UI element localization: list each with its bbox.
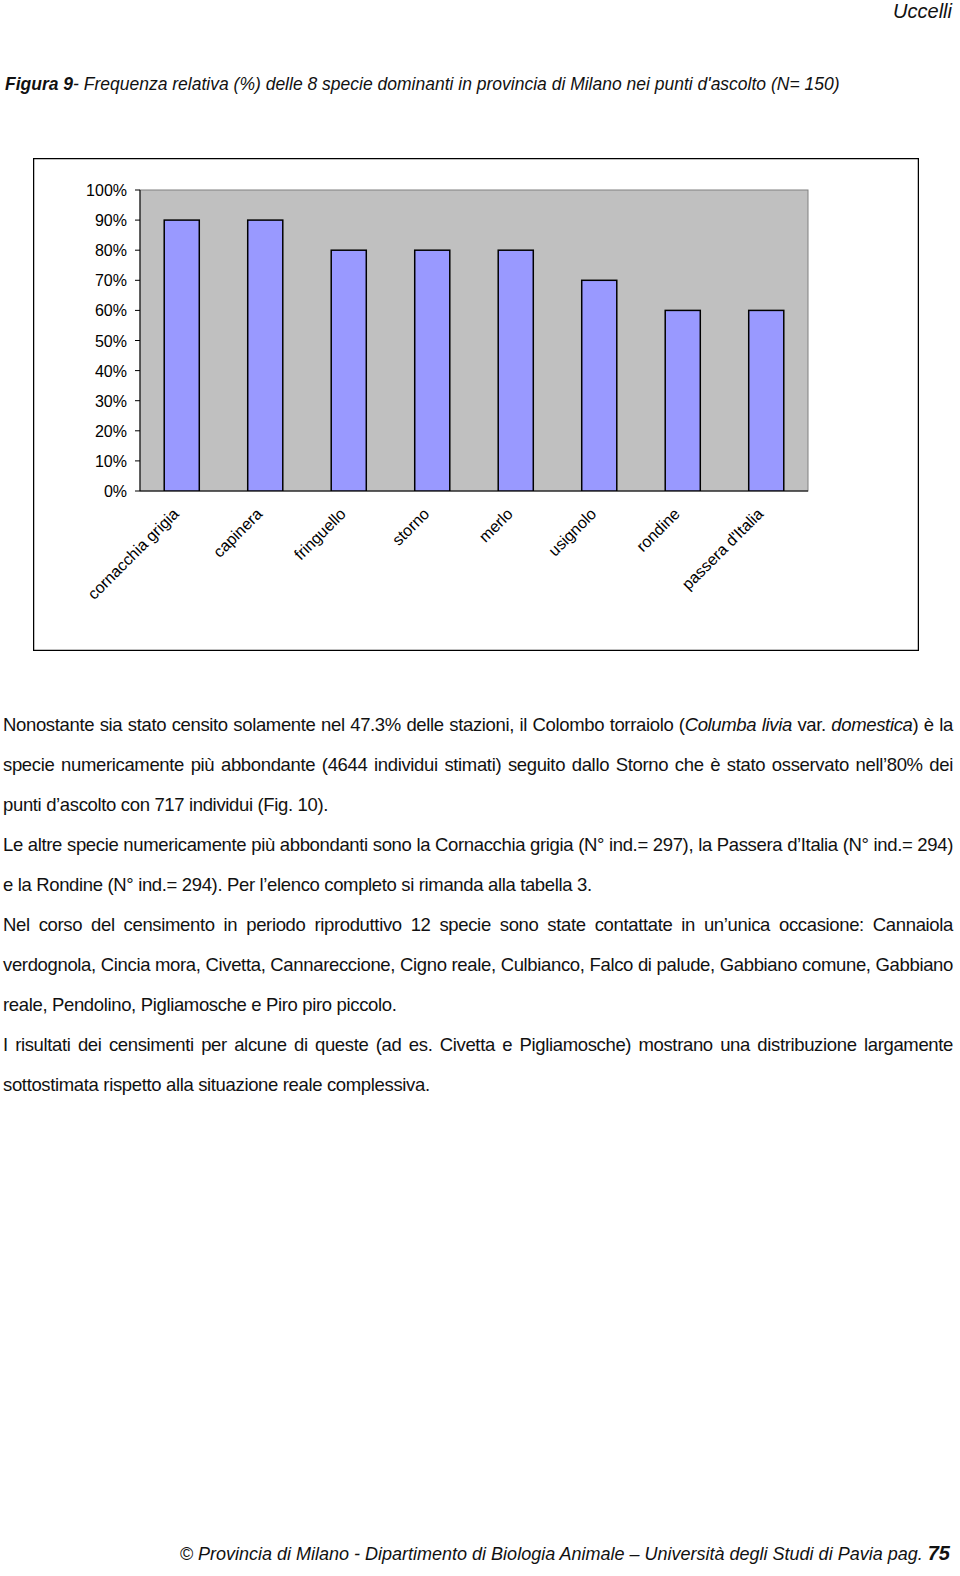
bars [164, 220, 784, 491]
y-tick [135, 430, 140, 431]
y-tick [135, 310, 140, 311]
y-tick [135, 460, 140, 461]
plot-area [140, 190, 808, 491]
y-tick [135, 220, 140, 221]
paragraph: I risultati dei censimenti per alcune di… [3, 1025, 953, 1105]
bar [248, 220, 283, 491]
x-tick-label: passera d'Italia [679, 505, 767, 593]
y-tick [135, 280, 140, 281]
bar [749, 310, 784, 491]
y-tick-label: 80% [95, 242, 127, 259]
y-tick-label: 50% [95, 333, 127, 350]
y-tick [135, 491, 140, 492]
text-run: I risultati dei censimenti per alcune di… [3, 1034, 953, 1095]
x-tick-label: fringuello [291, 505, 349, 563]
y-tick-label: 100% [86, 182, 127, 199]
bar [164, 220, 199, 491]
italic-run: Columba livia [685, 714, 792, 735]
x-axis [140, 491, 808, 492]
x-tick-label: usignolo [545, 505, 599, 559]
figure-label: Figura 9 [5, 74, 73, 94]
text-run: Nel corso del censimento in periodo ripr… [3, 914, 953, 1015]
bar [582, 280, 617, 491]
x-tick-label: capinera [210, 505, 265, 560]
text-run: Le altre specie numericamente più abbond… [3, 834, 953, 895]
paragraph: Nonostante sia stato censito solamente n… [3, 705, 953, 825]
y-tick [135, 190, 140, 191]
y-tick [135, 400, 140, 401]
y-tick [135, 370, 140, 371]
section-header: Uccelli [893, 0, 952, 23]
y-tick-label: 60% [95, 302, 127, 319]
x-tick-label: rondine [633, 505, 683, 555]
bar [415, 250, 450, 491]
y-tick-label: 20% [95, 423, 127, 440]
figure-title: - Frequenza relativa (%) delle 8 specie … [73, 74, 839, 94]
y-tick-label: 10% [95, 453, 127, 470]
paragraph: Nel corso del censimento in periodo ripr… [3, 905, 953, 1025]
y-tick [135, 340, 140, 341]
page-number: 75 [928, 1542, 950, 1564]
footer-text: © Provincia di Milano - Dipartimento di … [180, 1544, 883, 1564]
footer: © Provincia di Milano - Dipartimento di … [180, 1542, 950, 1565]
bar [331, 250, 366, 491]
y-tick [135, 250, 140, 251]
y-tick-label: 90% [95, 212, 127, 229]
y-tick-label: 70% [95, 272, 127, 289]
x-tick-label: cornacchia grigia [84, 505, 182, 603]
x-tick-label: storno [389, 505, 433, 549]
x-tick-label: merlo [476, 505, 516, 545]
chart-frame [34, 159, 919, 651]
y-tick-label: 30% [95, 393, 127, 410]
body-text: Nonostante sia stato censito solamente n… [3, 705, 953, 1105]
bar [498, 250, 533, 491]
italic-run: domestica [831, 714, 912, 735]
page-label: pag. [888, 1544, 923, 1564]
figure-caption: Figura 9- Frequenza relativa (%) delle 8… [5, 74, 840, 95]
y-tick-label: 0% [104, 483, 127, 500]
text-run: var. [792, 714, 831, 735]
text-run: Nonostante sia stato censito solamente n… [3, 714, 685, 735]
bar [665, 310, 700, 491]
bar-chart: 0% 10% 20% 30% 40% 50% 60% 70% 80% 90% 100% cornacc… [33, 158, 919, 651]
paragraph: Le altre specie numericamente più abbond… [3, 825, 953, 905]
y-tick-label: 40% [95, 363, 127, 380]
